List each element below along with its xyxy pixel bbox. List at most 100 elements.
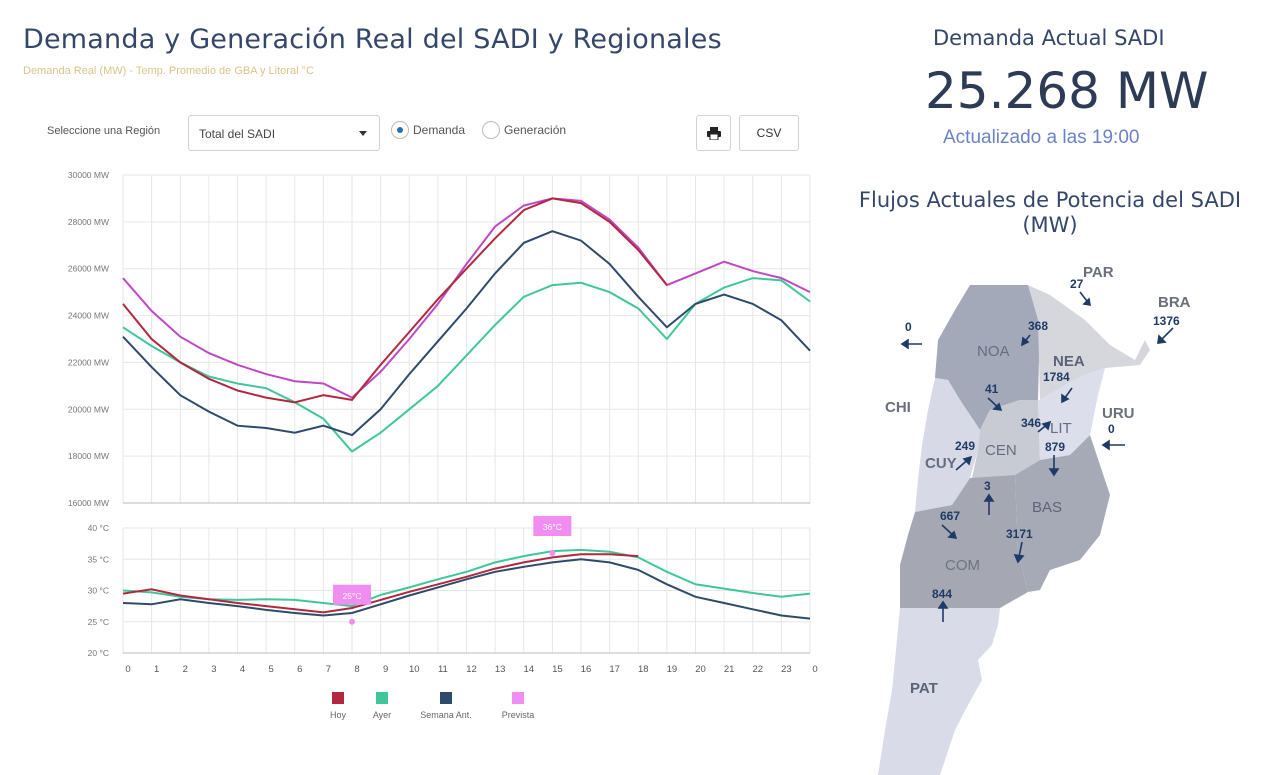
y-tick-label: 35 °C <box>88 554 109 564</box>
print-icon <box>706 126 721 140</box>
x-tick-label: 10 <box>409 664 420 675</box>
temp-forecast-box <box>533 516 572 536</box>
region-com[interactable] <box>900 475 1028 608</box>
flow-value: 3 <box>984 479 991 493</box>
temp-forecast-label: 36°C <box>543 522 562 532</box>
region-cuy[interactable] <box>915 378 980 512</box>
flow-arrow-icon <box>1079 291 1091 306</box>
country-label: URU <box>1102 405 1135 422</box>
flow-value: 0 <box>1108 422 1115 436</box>
region-bas[interactable] <box>1015 435 1110 592</box>
y-tick-label: 20000 MW <box>68 404 109 414</box>
legend-swatch <box>332 692 344 704</box>
argentina-flow-map: NOA NEA CEN LIT CUY BAS COM PAT PAR BRA … <box>878 264 1191 775</box>
x-tick-label: 14 <box>523 664 534 675</box>
flow-value: 3171 <box>1006 527 1033 541</box>
y-tick-label: 16000 MW <box>68 498 109 508</box>
csv-button[interactable]: CSV <box>739 115 799 151</box>
region-select[interactable]: Total del SADI <box>188 115 380 151</box>
x-tick-label: 13 <box>495 664 506 675</box>
temp-line-semana-ant- <box>122 558 811 620</box>
map-region-label: COM <box>945 557 980 574</box>
y-tick-label: 18000 MW <box>68 451 109 461</box>
flow-arrow-icon <box>1013 541 1025 564</box>
flow-value: 879 <box>1045 440 1065 454</box>
region-nea[interactable] <box>1028 285 1150 400</box>
region-noa[interactable] <box>935 285 1040 430</box>
x-tick-label: 1 <box>154 664 159 675</box>
x-tick-label: 23 <box>781 664 792 675</box>
flow-arrow-icon <box>987 397 1003 411</box>
flows-title: Flujos Actuales de Potencia del SADI (MW… <box>850 188 1250 238</box>
flow-arrow-icon <box>955 455 973 471</box>
flow-arrow-icon <box>937 600 949 622</box>
x-tick-label: 8 <box>354 664 359 675</box>
temp-line-ayer <box>122 548 811 608</box>
x-tick-label: 7 <box>326 664 331 675</box>
radio-demanda-label: Demanda <box>413 123 466 137</box>
map-region-label: BAS <box>1032 499 1062 516</box>
map-region-label: NOA <box>977 343 1010 360</box>
region-lit[interactable] <box>1038 368 1105 460</box>
legend-label: Ayer <box>373 710 391 720</box>
temp-forecast-box <box>333 584 371 605</box>
x-tick-label: 21 <box>724 664 735 675</box>
x-tick-label: 20 <box>695 664 706 675</box>
flow-value: 1784 <box>1043 370 1070 384</box>
flows-unit: (MW) <box>1022 213 1078 237</box>
x-tick-label: 9 <box>383 664 388 675</box>
x-tick-label: 16 <box>581 664 592 675</box>
y-tick-label: 30 °C <box>88 586 109 596</box>
summary-updated: Actualizado a las 19:00 <box>943 127 1140 148</box>
demand-chart: 16000 MW 18000 MW 20000 MW 22000 MW 24000 MW… <box>68 170 818 720</box>
legend-label: Hoy <box>330 710 347 720</box>
flow-value: 27 <box>1070 277 1084 291</box>
x-tick-label: 12 <box>466 664 477 675</box>
flow-arrow-icon <box>1037 420 1052 433</box>
print-button[interactable] <box>696 115 731 151</box>
flow-arrow-icon <box>1157 327 1174 344</box>
x-tick-label: 4 <box>240 664 245 675</box>
summary-value: 25.268 MW <box>925 62 1209 120</box>
map-region-label: LIT <box>1050 420 1072 437</box>
radio-generacion-label: Generación <box>504 123 567 137</box>
legend-label: Prevista <box>502 710 535 720</box>
x-tick-label: 3 <box>211 664 216 675</box>
region-pat[interactable] <box>878 608 1000 775</box>
region-select-value: Total del SADI <box>199 127 276 141</box>
flow-arrow-icon <box>983 493 995 515</box>
x-tick-label: 0 <box>125 664 130 675</box>
y-tick-label: 40 °C <box>88 523 109 533</box>
series-line-hoy <box>122 197 668 404</box>
y-tick-label: 24000 MW <box>68 311 109 321</box>
y-tick-label: 25 °C <box>88 617 109 627</box>
flow-arrow-icon <box>941 524 958 539</box>
flow-value: 368 <box>1028 319 1048 333</box>
radio-dot-icon <box>482 121 500 139</box>
flow-arrow-icon <box>1101 439 1125 451</box>
y-tick-label: 30000 MW <box>68 170 109 180</box>
x-tick-label: 2 <box>183 664 188 675</box>
series-line-prevista <box>122 197 811 399</box>
flow-value: 667 <box>940 509 960 523</box>
region-label: Seleccione una Región <box>47 125 161 137</box>
flow-arrow-icon <box>900 338 922 350</box>
series-line-semana-ant- <box>122 230 811 437</box>
y-tick-label: 20 °C <box>88 648 109 658</box>
flow-value: 0 <box>905 320 912 334</box>
radio-generacion[interactable]: Generación <box>482 121 566 139</box>
temp-forecast-label: 25°C <box>343 591 362 601</box>
flow-arrow-icon <box>1020 334 1031 347</box>
legend-swatch <box>512 692 524 704</box>
x-tick-label: 5 <box>268 664 273 675</box>
flow-value: 41 <box>985 382 999 396</box>
map-region-label: CEN <box>985 442 1017 459</box>
map-region-label: NEA <box>1053 353 1085 370</box>
temp-forecast-point <box>549 550 556 556</box>
radio-dot-selected-icon <box>391 121 409 139</box>
summary-title: Demanda Actual SADI <box>933 26 1165 50</box>
x-tick-label: 22 <box>752 664 763 675</box>
legend-label: Semana Ant. <box>420 710 472 720</box>
region-cen[interactable] <box>972 400 1040 478</box>
radio-demanda[interactable]: Demanda <box>391 121 465 139</box>
